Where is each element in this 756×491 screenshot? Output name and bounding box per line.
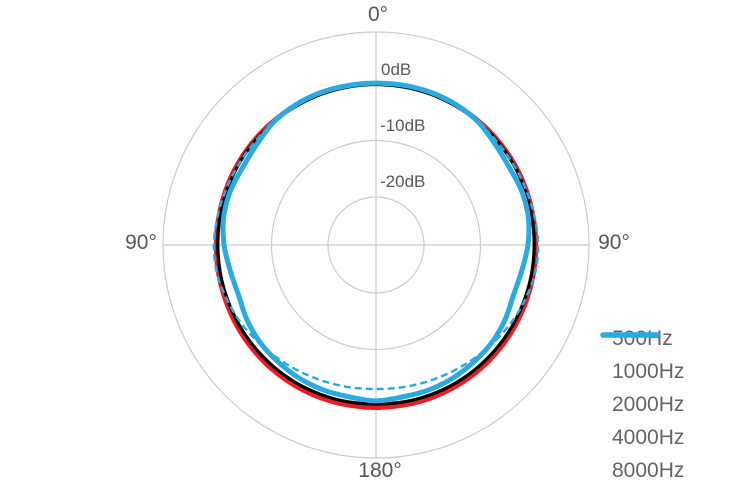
- angle-label-180: 180°: [358, 459, 402, 482]
- legend-item-8000hz: 8000Hz: [600, 332, 756, 487]
- angle-label-0: 0°: [367, 3, 389, 26]
- curve-4000hz: [212, 82, 540, 391]
- angle-label-90-right: 90°: [598, 231, 630, 254]
- legend-line-swatch-icon: [600, 332, 660, 338]
- curve-8000hz: [220, 80, 532, 404]
- legend-label: 1000Hz: [612, 359, 685, 383]
- legend: 500Hz 1000Hz 2000Hz 4000Hz 8000Hz: [600, 322, 756, 487]
- legend-item-2000hz: 2000Hz: [600, 332, 756, 421]
- legend-label: 8000Hz: [612, 458, 685, 482]
- legend-item-4000hz: 4000Hz: [600, 333, 756, 454]
- legend-label: 2000Hz: [612, 392, 685, 416]
- angle-label-90-left: 90°: [125, 231, 157, 254]
- legend-item-1000hz: 1000Hz: [600, 333, 756, 388]
- radial-label-0db: 0dB: [381, 60, 412, 79]
- radial-label-minus10db: -10dB: [380, 116, 426, 135]
- legend-label: 4000Hz: [612, 425, 685, 449]
- radial-label-minus20db: -20dB: [380, 172, 426, 191]
